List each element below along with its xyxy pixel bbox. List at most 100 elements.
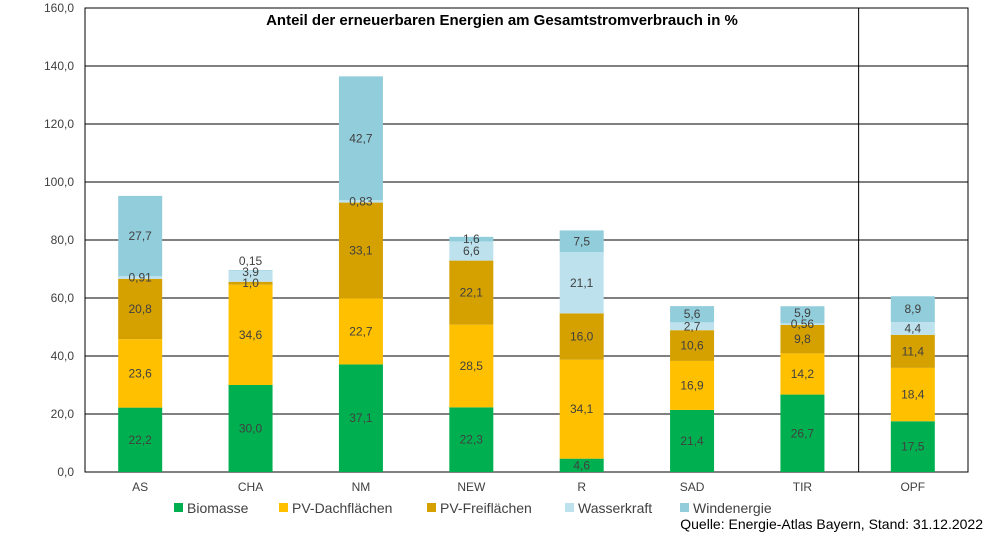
bar-segment <box>449 407 494 472</box>
y-tick-label: 40,0 <box>51 349 75 363</box>
legend-label: Biomasse <box>187 500 249 516</box>
data-label: 0,56 <box>791 317 815 331</box>
y-axis-ticks: 0,0 20,0 40,0 60,0 80,0 100,0 120,0 140,0 160,0 <box>44 1 74 479</box>
data-label: 3,9 <box>242 265 259 279</box>
bar-segment <box>118 195 163 277</box>
bar-segment <box>670 409 715 472</box>
data-label: 1,0 <box>242 276 259 290</box>
legend-swatch <box>427 503 436 512</box>
x-tick-label: TIR <box>793 480 813 494</box>
y-tick-label: 100,0 <box>44 175 74 189</box>
y-tick-label: 60,0 <box>51 291 75 305</box>
legend-item: PV-Freiflächen <box>427 500 532 516</box>
data-label: 1,6 <box>463 232 480 246</box>
legend-label: Wasserkraft <box>578 500 652 516</box>
source-note: Quelle: Energie-Atlas Bayern, Stand: 31.… <box>680 516 983 532</box>
bar-segment <box>228 284 273 385</box>
bar-segment <box>890 421 935 472</box>
legend-swatch <box>174 503 183 512</box>
bar-segment <box>118 407 163 472</box>
data-label: 30,0 <box>239 422 263 436</box>
x-tick-label: AS <box>132 480 148 494</box>
data-label: 10,6 <box>680 339 704 353</box>
chart-title: Anteil der erneuerbaren Energien am Gesa… <box>266 12 738 29</box>
data-label: 26,7 <box>791 426 815 440</box>
bar-segment <box>228 270 273 282</box>
data-label: 34,6 <box>239 328 263 342</box>
bar-segment <box>670 360 715 410</box>
y-tick-label: 140,0 <box>44 59 74 73</box>
x-tick-label: R <box>577 480 586 494</box>
data-label: 16,9 <box>680 378 704 392</box>
legend-label: PV-Dachflächen <box>292 500 392 516</box>
bar-segment <box>559 359 604 459</box>
bar-segment <box>338 364 383 472</box>
data-label: 5,9 <box>794 306 811 320</box>
x-tick-label: SAD <box>680 480 705 494</box>
x-axis-categories: AS CHA NM NEW R SAD TIR OPF <box>132 480 925 494</box>
y-tick-label: 80,0 <box>51 233 75 247</box>
bar-segment <box>559 313 604 360</box>
data-label: 21,1 <box>570 276 594 290</box>
bar-segment <box>118 276 163 279</box>
legend-item: PV-Dachflächen <box>279 500 392 516</box>
data-label: 11,4 <box>902 344 925 358</box>
bar-segment <box>559 252 604 314</box>
data-label: 8,9 <box>904 302 921 316</box>
bar-segment <box>338 298 383 365</box>
data-label: 17,5 <box>901 440 925 454</box>
plot-frame <box>84 7 969 473</box>
data-label: 37,1 <box>349 411 373 425</box>
bar-segment <box>780 323 825 325</box>
bar-segment <box>118 339 163 408</box>
data-label: 5,6 <box>684 307 701 321</box>
bar-segment <box>559 458 604 472</box>
data-label: 22,2 <box>129 433 153 447</box>
data-label: 28,5 <box>460 359 484 373</box>
bar-segment <box>780 306 825 324</box>
x-tick-label: NM <box>352 480 371 494</box>
bar-segment <box>670 306 715 323</box>
data-label: 0,83 <box>349 194 373 208</box>
y-tick-label: 20,0 <box>51 407 75 421</box>
bar-segment <box>890 296 935 323</box>
legend-swatch <box>680 503 689 512</box>
data-label: 22,1 <box>460 286 484 300</box>
data-label: 2,7 <box>684 319 701 333</box>
data-label: 33,1 <box>349 244 373 258</box>
bar-segment <box>338 76 383 201</box>
data-label: 27,7 <box>129 229 153 243</box>
data-label: 4,4 <box>904 321 921 335</box>
bar-segment <box>559 230 604 253</box>
x-tick-label: CHA <box>238 480 263 494</box>
bar-segment <box>780 394 825 472</box>
y-tick-label: 160,0 <box>44 1 74 15</box>
bar-segment <box>780 324 825 354</box>
legend-item: Biomasse <box>174 500 249 516</box>
y-tick-label: 0,0 <box>57 465 74 479</box>
bar-segment <box>228 385 273 472</box>
bar-segment <box>338 200 383 203</box>
legend-label: PV-Freiflächen <box>440 500 532 516</box>
bar-segment <box>670 330 715 361</box>
data-label: 14,2 <box>791 367 815 381</box>
x-tick-label: OPF <box>900 480 925 494</box>
data-label: 16,0 <box>570 330 594 344</box>
bar-segment <box>449 260 494 325</box>
y-tick-label: 120,0 <box>44 117 74 131</box>
data-label: 7,5 <box>573 234 590 248</box>
data-label: 22,3 <box>460 433 484 447</box>
legend-item: Windenergie <box>680 500 772 516</box>
data-label: 23,6 <box>129 366 153 380</box>
bar-segment <box>118 278 163 340</box>
bar-segment <box>670 322 715 331</box>
bars: 22,2 23,6 20,8 0,91 27,7 30,0 34,6 1,03,90,15 37… <box>118 76 935 472</box>
bar-segment <box>890 367 935 422</box>
data-label: 6,6 <box>463 244 480 258</box>
data-label: 0,15 <box>239 254 263 268</box>
bar-segment <box>890 322 935 335</box>
legend-swatch <box>565 503 574 512</box>
x-tick-label: NEW <box>457 480 486 494</box>
legend-swatch <box>279 503 288 512</box>
